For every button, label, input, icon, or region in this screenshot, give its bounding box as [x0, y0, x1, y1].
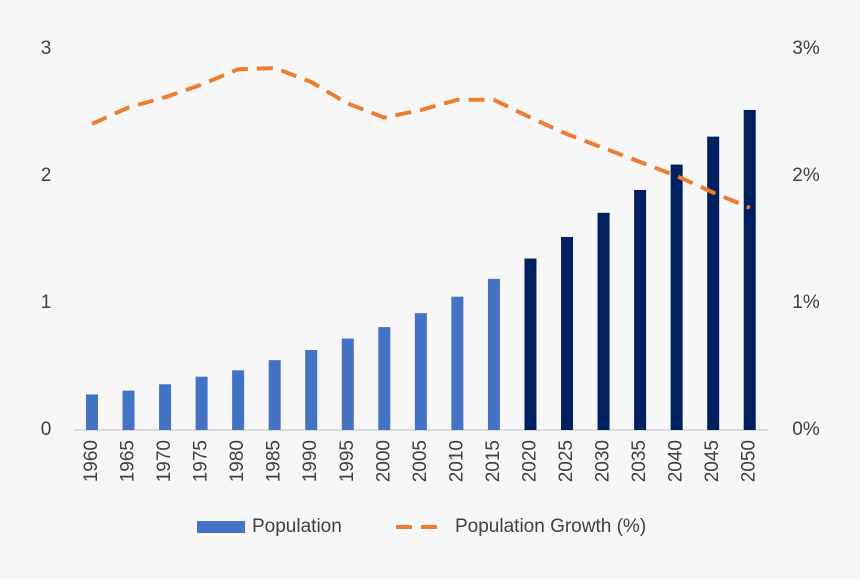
bar: [268, 360, 281, 430]
legend-label: Population: [252, 516, 342, 537]
x-tick-label: 1975: [191, 440, 212, 482]
y-tick-label: 3: [41, 38, 52, 59]
x-tick-label: 2015: [483, 440, 504, 482]
y2-tick-label: 3%: [792, 38, 820, 59]
bar: [85, 394, 98, 430]
bar: [487, 278, 500, 430]
x-tick-label: 1980: [227, 440, 248, 482]
bar: [305, 349, 318, 430]
bar: [524, 258, 537, 430]
x-tick-label: 2010: [446, 440, 467, 482]
x-tick-label: 2050: [739, 440, 760, 482]
legend-label: Population Growth (%): [455, 516, 646, 537]
bar: [414, 313, 427, 430]
x-tick-label: 2030: [593, 440, 614, 482]
legend-swatch: [197, 521, 245, 533]
y2-tick-label: 2%: [792, 165, 820, 186]
x-tick-label: 1990: [300, 440, 321, 482]
y-tick-label: 0: [41, 419, 52, 440]
x-tick-label: 2035: [629, 440, 650, 482]
x-tick-label: 1965: [118, 440, 139, 482]
y-tick-label: 1: [41, 292, 52, 313]
bar: [195, 376, 208, 430]
x-tick-label: 2025: [556, 440, 577, 482]
bar: [707, 136, 720, 430]
y-tick-label: 2: [41, 165, 52, 186]
bar: [341, 338, 354, 430]
bar: [378, 327, 391, 430]
x-tick-label: 1995: [337, 440, 358, 482]
x-tick-label: 1970: [154, 440, 175, 482]
bar: [597, 212, 610, 430]
bar: [122, 390, 135, 430]
bar: [159, 384, 172, 430]
y2-tick-label: 0%: [792, 419, 820, 440]
x-tick-label: 2040: [666, 440, 687, 482]
bar: [634, 189, 647, 430]
x-tick-label: 1960: [81, 440, 102, 482]
x-tick-label: 2045: [702, 440, 723, 482]
bar: [232, 370, 245, 430]
y2-tick-label: 1%: [792, 292, 820, 313]
line: [91, 66, 751, 210]
x-tick-label: 2000: [373, 440, 394, 482]
x-tick-label: 2005: [410, 440, 431, 482]
x-tick-label: 1985: [264, 440, 285, 482]
bar: [451, 296, 464, 430]
bar: [743, 109, 756, 431]
bar: [561, 236, 574, 430]
x-tick-label: 2020: [519, 440, 540, 482]
bar: [670, 164, 683, 430]
